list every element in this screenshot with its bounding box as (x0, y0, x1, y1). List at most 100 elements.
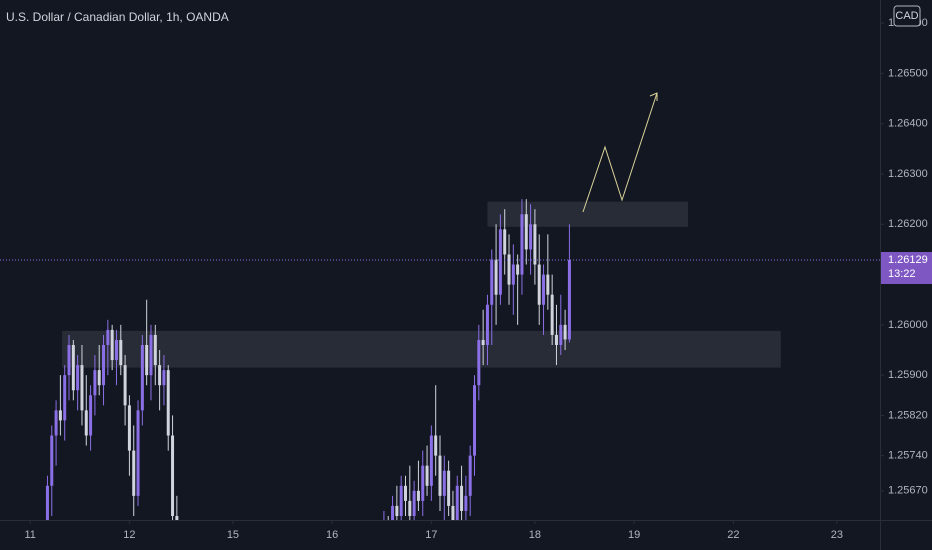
candle-body (447, 470, 451, 506)
candle-body (63, 375, 67, 421)
candle-body (524, 214, 528, 250)
candle-body (149, 334, 153, 376)
candle-body (54, 410, 58, 436)
candle-body (529, 224, 533, 250)
candle-body (537, 264, 541, 305)
candle-body (403, 485, 407, 501)
candle-body (71, 344, 75, 391)
candle-body (434, 435, 438, 456)
candle-body (481, 339, 485, 345)
x-tick-label: 17 (425, 529, 437, 541)
candle-body (507, 254, 511, 285)
y-tick-label: 1.26200 (888, 218, 928, 230)
candle-body (162, 370, 166, 386)
x-tick-label: 11 (24, 529, 35, 541)
candle-body (45, 485, 49, 520)
candle-body (429, 435, 433, 486)
candle-body (520, 214, 524, 275)
candle-body (451, 505, 455, 520)
x-tick-label: 15 (227, 529, 239, 541)
candle-body (114, 339, 118, 361)
currency-badge (893, 5, 921, 27)
candle-body (550, 294, 554, 335)
x-tick-label: 18 (529, 529, 541, 541)
y-tick-label: 1.26400 (888, 118, 928, 130)
candle-body (140, 344, 144, 411)
zone (62, 330, 781, 368)
last-price-label: 1.26129 (888, 254, 928, 266)
candle-body (175, 515, 179, 520)
candle-body (421, 465, 425, 501)
x-tick-label: 19 (628, 529, 640, 541)
candle-body (559, 324, 563, 345)
x-tick-label: 23 (831, 529, 843, 541)
candle-body (132, 450, 136, 496)
y-tick-label: 1.26300 (888, 168, 928, 180)
plot-area (0, 199, 880, 520)
candle-body (145, 344, 149, 376)
chart-title: U.S. Dollar / Canadian Dollar, 1h, OANDA (6, 10, 229, 24)
candle-body (158, 365, 162, 386)
candle-body (153, 334, 157, 366)
currency-label: CAD (895, 10, 918, 22)
candle-body (97, 370, 101, 386)
y-tick-label: 1.25900 (888, 369, 928, 381)
candle-body (416, 490, 420, 501)
y-tick-label: 1.25670 (888, 485, 928, 497)
candle-body (80, 365, 84, 411)
candle-body (563, 324, 567, 340)
candle-body (516, 264, 520, 275)
candle-body (542, 274, 546, 305)
countdown-label: 13:22 (888, 268, 916, 280)
x-tick-label: 22 (727, 529, 739, 541)
candle-body (511, 264, 515, 285)
candle-body (391, 505, 395, 520)
candle-body (494, 259, 498, 295)
projection-arrow (582, 92, 658, 213)
candle-body (171, 435, 175, 516)
candle-body (412, 490, 416, 516)
arrow-head (649, 92, 658, 101)
candle-body (442, 470, 446, 496)
candle-body (567, 260, 571, 340)
candle-body (438, 455, 442, 496)
zone (487, 201, 689, 227)
candle-body (58, 410, 62, 421)
candle-body (425, 465, 429, 486)
candle-body (408, 500, 412, 516)
candle-body (123, 365, 127, 406)
candle-body (468, 455, 472, 496)
candle-body (485, 304, 489, 345)
y-tick-label: 1.26000 (888, 319, 928, 331)
candle-body (136, 410, 140, 496)
y-tick-label: 1.26500 (888, 67, 928, 79)
candle-body (490, 259, 494, 305)
candle-body (399, 485, 403, 516)
x-tick-label: 12 (123, 529, 135, 541)
candle-body (464, 495, 468, 511)
candle-body (554, 334, 558, 345)
y-tick-label: 1.25740 (888, 450, 928, 462)
candle-body (119, 339, 123, 366)
candle-body (89, 395, 93, 436)
candle-body (395, 505, 399, 516)
candle-body (460, 485, 464, 511)
candle-body (106, 329, 110, 345)
candle-body (473, 385, 477, 456)
y-tick-label: 1.25820 (888, 409, 928, 421)
candle-body (93, 370, 97, 396)
candle-body (477, 339, 481, 386)
candle-body (102, 344, 106, 386)
candle-body (76, 365, 80, 391)
candle-body (110, 329, 114, 361)
candle-body (67, 344, 71, 376)
candle-body (127, 405, 131, 451)
candle-body (503, 229, 507, 255)
candle-body (50, 435, 54, 486)
last-price-box (881, 252, 932, 284)
candle-body (84, 410, 88, 436)
candle-body (546, 274, 550, 295)
